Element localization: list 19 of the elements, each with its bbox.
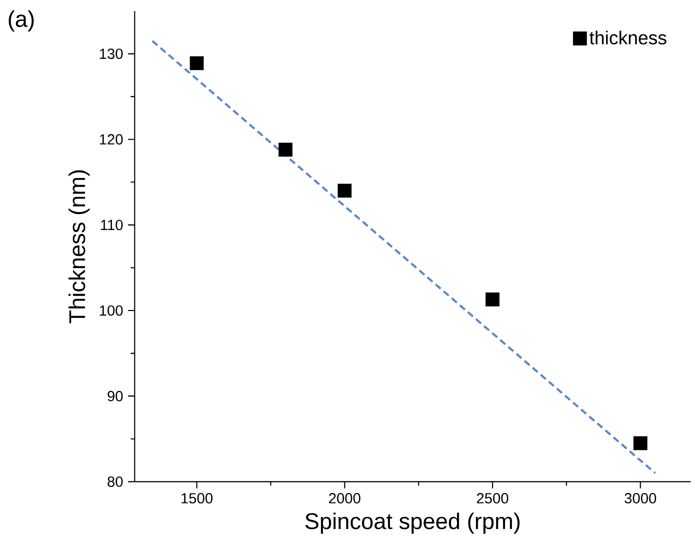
y-axis-title: Thickness (nm) [68,170,90,324]
point [338,184,352,198]
x-tick-label: 1500 [182,493,212,504]
x-tick-label: 2000 [329,493,360,504]
y-tick-label: 110 [101,220,123,230]
y-tick-label: 100 [100,305,123,316]
x-tick-label: 3000 [624,493,656,504]
point [486,292,500,306]
legend-label: thickness [590,30,666,44]
y-tick-label: 90 [108,390,123,402]
y-tick-label: 80 [108,476,123,487]
y-tick-label: 120 [100,134,123,145]
y-tick-label: 130 [100,48,123,59]
x-axis-title: Spincoat speed (rpm) [305,512,520,534]
point [633,436,648,450]
text: (a) [8,10,34,32]
x-tick-label: 2500 [476,493,508,504]
point [190,56,204,70]
point [278,142,292,157]
